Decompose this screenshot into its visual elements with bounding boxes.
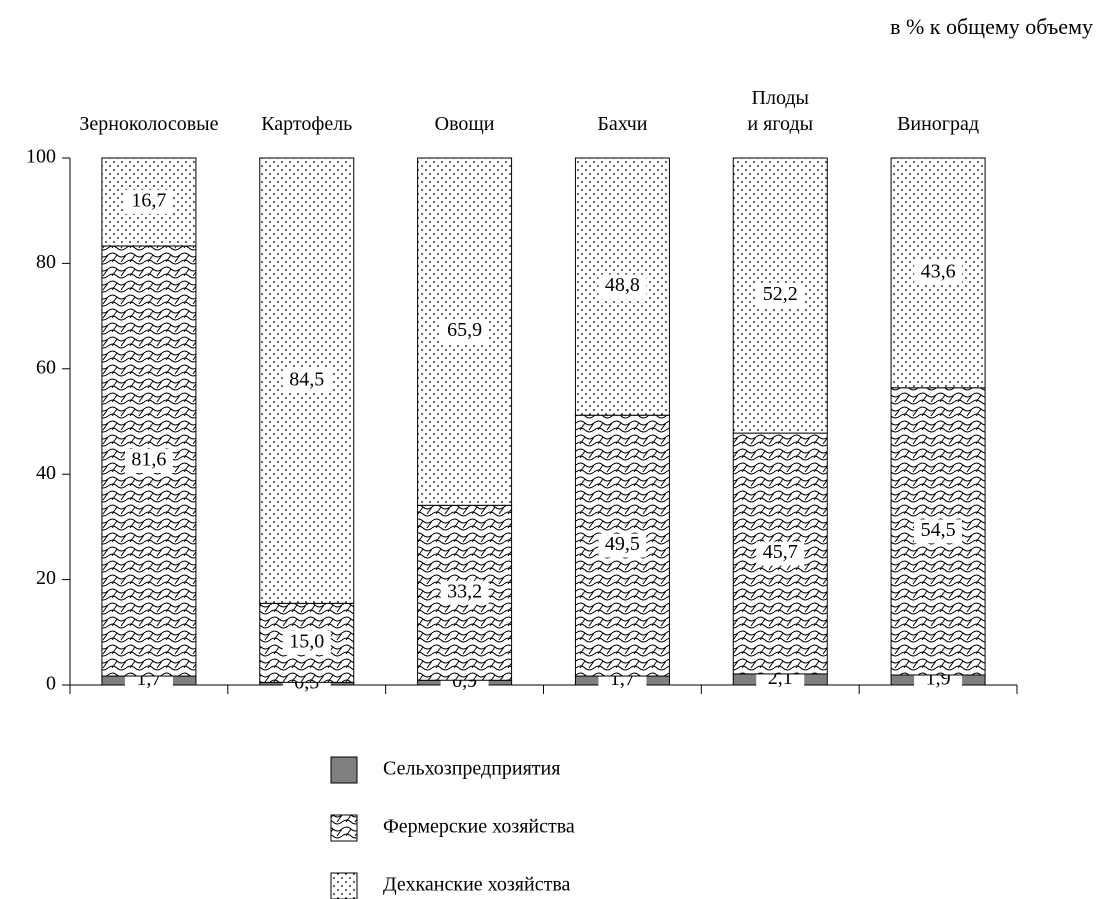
value-label-bg (282, 368, 331, 393)
x-category-label: Плоды и ягоды (747, 87, 814, 135)
value-label-bg (440, 580, 489, 605)
y-tick-label: 20 (36, 567, 56, 589)
value-label-bg (124, 449, 173, 474)
x-category-label: Бахчи (597, 113, 648, 135)
value-label-bg (756, 541, 805, 566)
value-label: 43,6 (921, 260, 956, 282)
legend-swatch (330, 872, 358, 899)
y-tick-label: 100 (26, 146, 56, 168)
legend-label: Сельхозпредприятия (383, 758, 560, 780)
value-label: 54,5 (921, 519, 956, 541)
value-label: 33,2 (447, 580, 482, 602)
value-label: 65,9 (447, 319, 482, 341)
y-tick-label: 40 (36, 462, 56, 484)
y-tick-label: 60 (36, 356, 56, 378)
x-category-label: Картофель (261, 113, 353, 135)
value-label: 52,2 (763, 283, 798, 305)
value-label: 84,5 (289, 368, 324, 390)
value-label-bg (598, 533, 647, 558)
value-label-bg (440, 319, 489, 344)
legend-swatch (330, 756, 358, 784)
value-label-bg (282, 630, 331, 655)
x-category-label: Виноград (897, 113, 980, 135)
value-label: 81,6 (131, 449, 166, 471)
value-label-bg (756, 283, 805, 308)
x-category-label: Зерноколосовые (79, 113, 219, 135)
y-tick-label: 80 (36, 251, 56, 273)
value-label: 15,0 (289, 630, 324, 652)
value-label-bg (914, 260, 963, 285)
y-tick-label: 0 (46, 673, 56, 695)
x-category-label: Овощи (434, 113, 495, 135)
value-label-bg (124, 190, 173, 215)
value-label: 48,8 (605, 274, 640, 296)
legend-label: Дехканские хозяйства (383, 874, 571, 896)
subtitle: в % к общему объему (890, 14, 1093, 39)
legend-swatch (330, 814, 358, 842)
value-label: 49,5 (605, 533, 640, 555)
value-label-bg (598, 274, 647, 299)
value-label: 45,7 (763, 541, 798, 563)
legend-label: Фермерские хозяйства (383, 816, 575, 838)
value-label: 16,7 (131, 190, 166, 212)
value-label-bg (914, 519, 963, 544)
